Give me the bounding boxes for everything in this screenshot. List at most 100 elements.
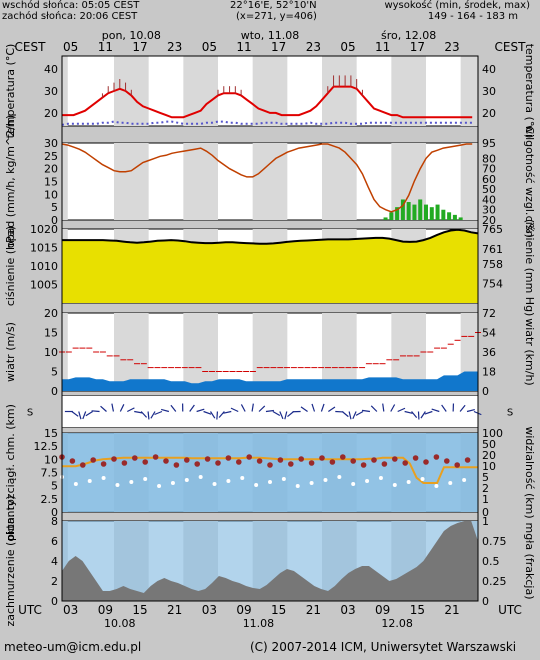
precipitation-bar	[412, 204, 417, 220]
dew-point-line	[61, 120, 473, 126]
precipitation-bar	[383, 217, 388, 220]
cloud-cover-axis-label: zachmurzenie (oktanty)	[4, 495, 17, 626]
wind-direction-arrow	[424, 410, 433, 415]
wind-tick: 0	[51, 385, 58, 398]
fog-tick: 0	[482, 595, 489, 608]
visibility-tick: 5	[482, 471, 489, 484]
wind-direction-arrow	[100, 405, 107, 412]
humidity-tick: 20	[482, 214, 496, 227]
cloud-low-dot	[281, 477, 286, 481]
cest-hour-label: 17	[410, 40, 425, 54]
fog-axis-label: mgła (frakcja)	[523, 523, 536, 600]
cest-hour-label: 05	[202, 40, 217, 54]
cest-hour-label: 17	[271, 40, 286, 54]
humidity-axis-label: wilgotność wzgl. (%)	[523, 125, 536, 238]
cloud-base-dot	[444, 458, 450, 464]
cest-day-label: śro, 12.08	[381, 29, 436, 42]
cloud-base-dot	[267, 462, 273, 468]
wind-direction-arrow	[223, 410, 232, 414]
wind-direction-arrow	[355, 410, 364, 416]
night-band	[183, 313, 218, 391]
night-band	[183, 143, 218, 220]
cloud-base-dot	[288, 461, 294, 467]
humidity-tick: 60	[482, 173, 496, 186]
timezone-top-label: CEST	[15, 40, 47, 54]
cloud-low-dot	[406, 480, 411, 484]
utc-hour-label: 15	[410, 603, 425, 617]
timezone-bottom-label-right: UTC	[498, 603, 522, 617]
wind-kmh-tick: 0	[482, 385, 489, 398]
visibility-tick: 1	[482, 493, 489, 506]
wind-direction-arrow	[411, 411, 418, 419]
utc-hour-label: 09	[98, 603, 113, 617]
pressure-axis-label: ciśnienie (hPa)	[4, 226, 17, 306]
cloud-low-dot	[240, 476, 245, 480]
cloud-base-dot	[350, 458, 357, 464]
wind-direction-arrow	[78, 411, 82, 420]
utc-day-label: 12.08	[381, 617, 413, 630]
contact-email[interactable]: meteo-um@icm.edu.pl	[4, 640, 142, 654]
pressure-tick: 1010	[30, 260, 58, 273]
pressure-mmhg-tick: 765	[482, 223, 503, 236]
cest-hour-label: 23	[306, 40, 321, 54]
utc-hour-label: 21	[444, 603, 459, 617]
cloud-base-dot	[371, 457, 377, 463]
precipitation-bar	[429, 207, 434, 220]
cloud-base-dot	[90, 457, 96, 463]
utc-hour-label: 21	[167, 603, 182, 617]
cest-hour-label: 11	[375, 40, 390, 54]
cloud-base-dot	[464, 457, 471, 463]
cest-hour-label: 05	[63, 40, 78, 54]
cloud-extent-tick: 12.5	[34, 440, 59, 453]
sunset-label: zachód słońca: 20:06 CEST	[2, 11, 138, 22]
precip-tick: 0	[51, 214, 58, 227]
cloud-base-dot	[100, 461, 107, 467]
wind-direction-arrow	[161, 408, 170, 413]
cloud-low-dot	[73, 482, 78, 486]
cloud-base-dot	[194, 461, 200, 467]
precipitation-bar	[435, 204, 440, 220]
humidity-tick: 95	[482, 137, 496, 150]
wind-direction-arrow	[466, 408, 475, 413]
cloud-cover-tick: 0	[51, 595, 58, 608]
night-band	[460, 56, 478, 126]
visibility-line	[62, 456, 478, 484]
wind-direction-arrow	[397, 407, 406, 413]
cloud-base-dot	[381, 461, 388, 467]
wind-direction-arrow	[382, 403, 385, 412]
wind-direction-arrow	[127, 407, 135, 413]
wind-direction-arrow	[284, 411, 288, 420]
cloud-base-dot	[215, 460, 221, 466]
cloud-low-dot	[337, 475, 342, 479]
wind-direction-arrow	[361, 409, 371, 413]
timezone-top-label-right: CEST	[495, 40, 527, 54]
wind-direction-arrow	[265, 409, 274, 413]
cloud-cover-tick: 2	[51, 575, 58, 588]
wind-tick: 5	[51, 366, 58, 379]
cloud-base-dot	[423, 459, 429, 465]
precip-tick: 5	[51, 201, 58, 214]
cloud-base-dot	[329, 459, 336, 465]
precipitation-bar	[395, 207, 400, 220]
cloud-low-dot	[212, 482, 217, 486]
wind-kmh-axis-label: wiatr (km/h)	[523, 318, 536, 385]
copyright: (C) 2007-2014 ICM, Uniwersytet Warszawsk…	[250, 640, 517, 654]
fog-tick: 1	[482, 515, 489, 528]
cest-hour-label: 23	[167, 40, 182, 54]
visibility-tick: 0	[482, 506, 489, 519]
precipitation-bar	[441, 209, 446, 220]
humidity-tick: 40	[482, 193, 496, 206]
wind-direction-arrow	[459, 404, 466, 412]
cloud-low-dot	[101, 476, 106, 480]
sunrise-label: wschód słońca: 05:05 CEST	[2, 0, 140, 11]
cloud-extent-tick: 5	[51, 480, 58, 493]
cloud-low-dot	[87, 479, 92, 483]
pressure-area	[62, 229, 478, 303]
temperature-tick-right: 40	[482, 63, 496, 76]
wind-direction-arrow	[196, 408, 205, 413]
cloud-low-dot	[268, 480, 272, 484]
altitude-values: 149 - 164 - 183 m	[427, 11, 518, 22]
cloud-low-dot	[462, 478, 467, 482]
cest-hour-label: 11	[236, 40, 251, 54]
wind-direction-arrow	[279, 411, 284, 420]
